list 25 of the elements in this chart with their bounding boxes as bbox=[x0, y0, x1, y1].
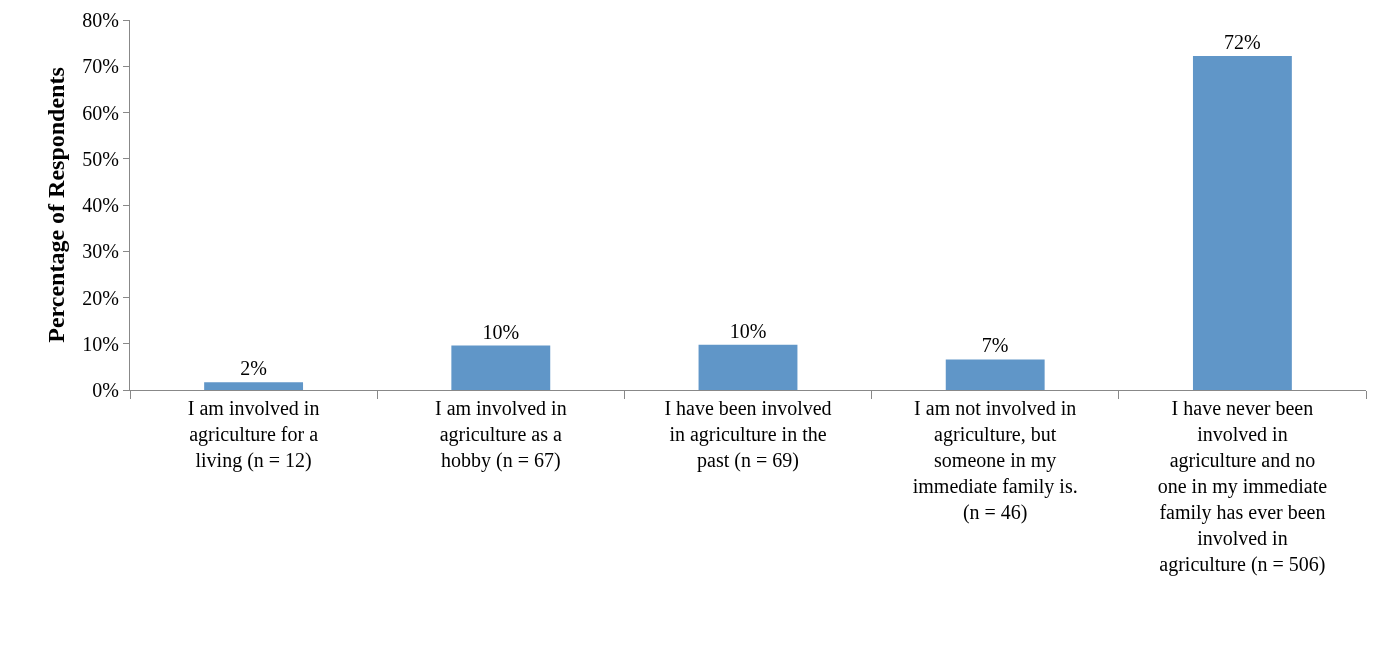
bar bbox=[945, 359, 1045, 390]
bar bbox=[204, 382, 304, 390]
y-tick-label: 0% bbox=[92, 379, 119, 401]
data-label: 7% bbox=[981, 334, 1009, 357]
y-tick-label: 10% bbox=[82, 332, 119, 355]
y-tick-label: 80% bbox=[82, 9, 119, 31]
data-label: 72% bbox=[1224, 31, 1261, 54]
x-tick-label: I am not involved in agriculture, but someone in my immediate family is. (n = 46) bbox=[912, 397, 1078, 524]
x-tick-label: I have been involved in agriculture in the past (n = 69) bbox=[664, 397, 832, 472]
data-label: 10% bbox=[482, 320, 520, 343]
data-label: 10% bbox=[729, 319, 767, 342]
bar bbox=[1192, 56, 1292, 390]
y-axis-title: Percentage of Respondents bbox=[43, 67, 70, 343]
y-tick-label: 40% bbox=[82, 194, 119, 216]
x-tick-label: I have never been involved in agriculture and no one in my immediate family has ever been involved in agriculture (n = 506) bbox=[1157, 397, 1328, 576]
x-tick-label: I am involved in agriculture for a living (n = 12) bbox=[187, 397, 320, 472]
y-tick-label: 60% bbox=[82, 101, 119, 124]
x-tick-label: I am involved in agriculture as a hobby (n = 67) bbox=[434, 397, 567, 472]
y-tick-label: 30% bbox=[82, 240, 119, 263]
data-label: 2% bbox=[240, 357, 267, 380]
bar bbox=[698, 344, 798, 390]
y-tick-label: 50% bbox=[82, 147, 119, 170]
y-tick-label: 70% bbox=[82, 55, 119, 78]
y-tick-label: 20% bbox=[82, 286, 119, 309]
bar bbox=[451, 345, 551, 390]
